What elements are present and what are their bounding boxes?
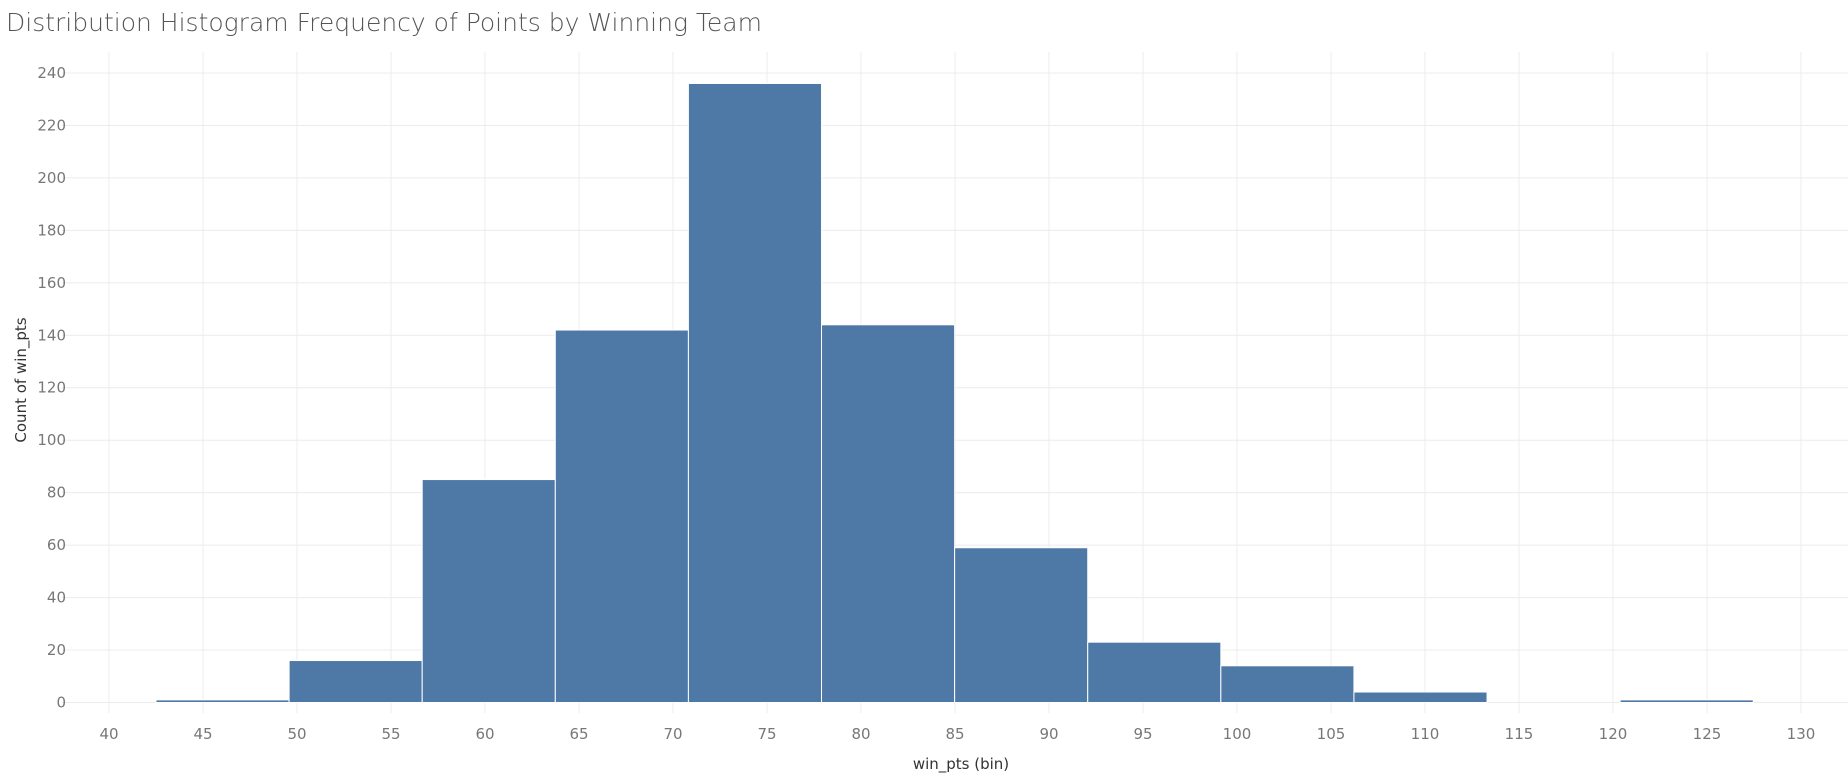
x-tick-label: 75 — [757, 725, 776, 743]
y-tick-label: 240 — [37, 64, 66, 82]
y-axis-title: Count of win_pts — [12, 317, 31, 442]
histogram-bar — [155, 699, 290, 704]
y-tick-label: 220 — [37, 116, 66, 134]
histogram-bar — [421, 479, 556, 704]
y-tick-label: 180 — [37, 221, 66, 239]
y-tick-label: 200 — [37, 169, 66, 187]
x-tick-label: 80 — [851, 725, 870, 743]
x-tick-label: 130 — [1787, 725, 1816, 743]
x-tick-label: 90 — [1039, 725, 1058, 743]
histogram-bars — [155, 82, 1754, 704]
x-tick-label: 100 — [1223, 725, 1252, 743]
histogram-bar — [687, 82, 823, 704]
x-tick-label: 40 — [99, 725, 118, 743]
x-axis-title: win_pts (bin) — [913, 755, 1009, 774]
y-tick-label: 20 — [47, 641, 66, 659]
y-tick-label: 140 — [37, 326, 66, 344]
histogram-bar — [1353, 691, 1488, 704]
x-axis-ticks: 40 45 50 55 60 65 70 75 80 85 90 95 100 105 110 115 120 1… — [99, 725, 1815, 743]
x-tick-label: 120 — [1599, 725, 1628, 743]
y-tick-label: 80 — [47, 484, 66, 502]
x-tick-label: 125 — [1693, 725, 1722, 743]
y-tick-label: 120 — [37, 379, 66, 397]
x-tick-label: 55 — [381, 725, 400, 743]
histogram-bar — [1087, 641, 1222, 704]
y-tick-label: 40 — [47, 589, 66, 607]
x-tick-label: 85 — [945, 725, 964, 743]
y-tick-label: 0 — [56, 694, 66, 712]
x-tick-label: 95 — [1133, 725, 1152, 743]
x-tick-label: 45 — [193, 725, 212, 743]
x-tick-label: 60 — [475, 725, 494, 743]
chart-title: Distribution Histogram Frequency of Poin… — [6, 8, 762, 37]
x-tick-label: 110 — [1411, 725, 1440, 743]
histogram-bar — [821, 324, 956, 704]
x-tick-label: 50 — [287, 725, 306, 743]
y-axis-ticks: 0 20 40 60 80 100 120 140 160 180 200 220 240 — [37, 64, 66, 712]
y-tick-label: 160 — [37, 274, 66, 292]
histogram-bar — [288, 660, 423, 704]
histogram-bar — [1619, 699, 1754, 704]
histogram-bar — [954, 547, 1089, 704]
histogram-bar — [554, 329, 689, 704]
x-tick-label: 105 — [1317, 725, 1346, 743]
y-tick-label: 60 — [47, 536, 66, 554]
x-tick-label: 65 — [569, 725, 588, 743]
histogram-bar — [1220, 665, 1355, 704]
x-tick-label: 115 — [1505, 725, 1534, 743]
y-tick-label: 100 — [37, 431, 66, 449]
x-tick-label: 70 — [663, 725, 682, 743]
